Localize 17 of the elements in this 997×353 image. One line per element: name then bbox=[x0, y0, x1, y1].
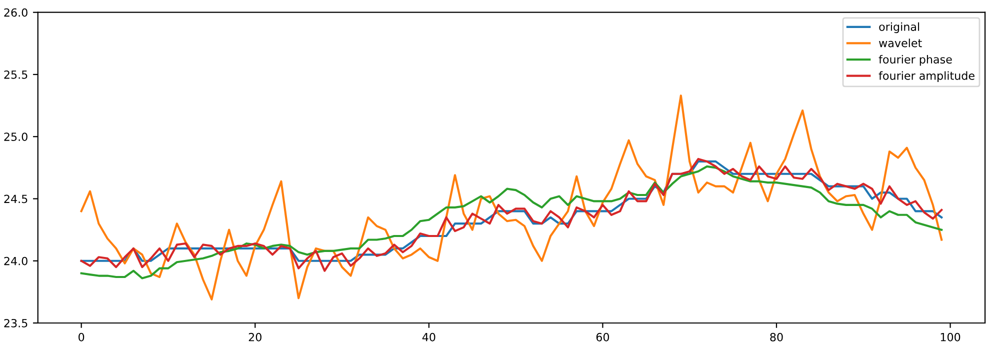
y-tick-label: 26.0 bbox=[4, 8, 28, 17]
y-tick-label: 24.0 bbox=[4, 256, 28, 266]
legend-label: fourier amplitude bbox=[878, 71, 974, 82]
x-tick-label: 80 bbox=[770, 332, 783, 342]
x-tick-label: 100 bbox=[940, 332, 960, 342]
line-series bbox=[80, 94, 943, 300]
x-tick-label: 0 bbox=[78, 332, 84, 342]
legend-label: original bbox=[879, 22, 920, 34]
y-tick-label: 25.0 bbox=[4, 132, 28, 141]
y-tick-label: 24.5 bbox=[4, 194, 28, 204]
x-tick-label: 40 bbox=[422, 332, 436, 342]
x-tick-label: 20 bbox=[248, 332, 262, 342]
legend-label: fourier phase bbox=[878, 54, 952, 66]
x-tick-label: 60 bbox=[596, 332, 610, 342]
legend-label: wavelet bbox=[879, 38, 922, 48]
y-tick-label: 23.5 bbox=[4, 318, 28, 328]
y-tick-label: 25.5 bbox=[4, 70, 28, 79]
